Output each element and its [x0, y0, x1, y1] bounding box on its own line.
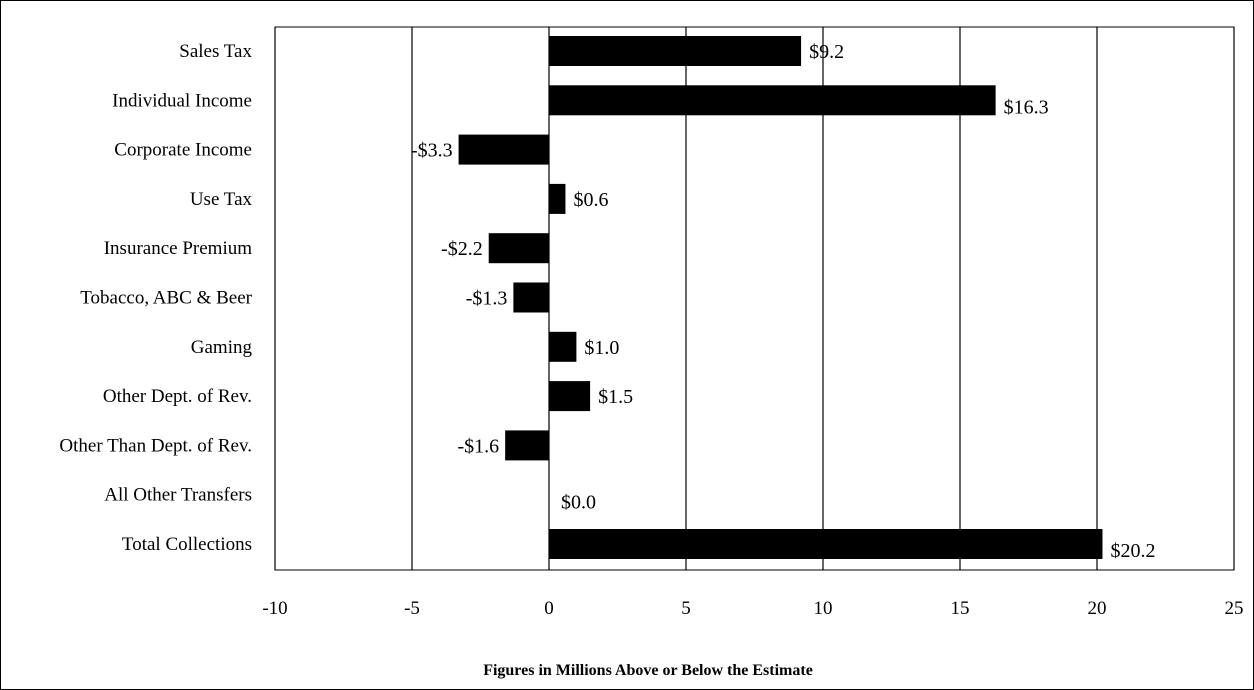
bar: [549, 36, 802, 66]
data-label: $0.6: [573, 189, 608, 211]
bar: [549, 183, 566, 214]
bar: [549, 529, 1103, 559]
data-labels: $9.2 $16.3 -$3.3 $0.6 -$2.2 -$1.3 $1.0 $1.5 -$1.…: [411, 41, 1156, 562]
category-label: Individual Income: [112, 90, 252, 111]
bar: [458, 134, 549, 165]
x-tick-label: 5: [681, 598, 691, 619]
x-tick-label: -10: [262, 598, 287, 619]
category-label: All Other Transfers: [104, 485, 252, 506]
x-tick-label: 15: [951, 598, 970, 619]
x-tick-label: 0: [544, 598, 554, 619]
bar: [505, 430, 549, 461]
bar: [513, 282, 549, 313]
data-label: -$2.2: [441, 238, 483, 260]
data-label: $0.0: [561, 492, 596, 514]
x-tick-label: -5: [404, 598, 420, 619]
bar: [549, 85, 996, 116]
category-label: Use Tax: [190, 189, 253, 210]
category-label: Total Collections: [122, 534, 252, 555]
data-label: $1.5: [598, 386, 633, 408]
data-label: -$3.3: [411, 140, 453, 162]
bar: [549, 331, 577, 362]
category-label: Other Dept. of Rev.: [103, 386, 252, 407]
category-label: Corporate Income: [114, 140, 252, 161]
category-label: Sales Tax: [179, 41, 252, 62]
data-label: -$1.6: [457, 435, 499, 457]
data-label: -$1.3: [466, 288, 508, 310]
data-label: $16.3: [1004, 96, 1049, 118]
x-tick-label: 20: [1088, 598, 1107, 619]
bar: [549, 381, 591, 412]
bars: [458, 36, 1103, 559]
category-label: Tobacco, ABC & Beer: [80, 288, 252, 309]
category-label: Insurance Premium: [104, 238, 252, 259]
data-label: $20.2: [1110, 540, 1155, 562]
category-labels: Sales Tax Individual Income Corporate Inco…: [59, 41, 252, 555]
data-label: $9.2: [809, 41, 844, 63]
category-label: Other Than Dept. of Rev.: [59, 435, 252, 456]
x-tick-label: 10: [814, 598, 833, 619]
plot-area-frame: [274, 26, 1235, 571]
x-axis-ticks: -10 -5 0 5 10 15 20 25: [262, 598, 1243, 619]
data-label: $1.0: [584, 337, 619, 359]
x-tick-label: 25: [1225, 598, 1244, 619]
x-axis-title: Figures in Millions Above or Below the E…: [483, 662, 813, 679]
bar: [488, 233, 549, 264]
category-label: Gaming: [191, 337, 253, 358]
